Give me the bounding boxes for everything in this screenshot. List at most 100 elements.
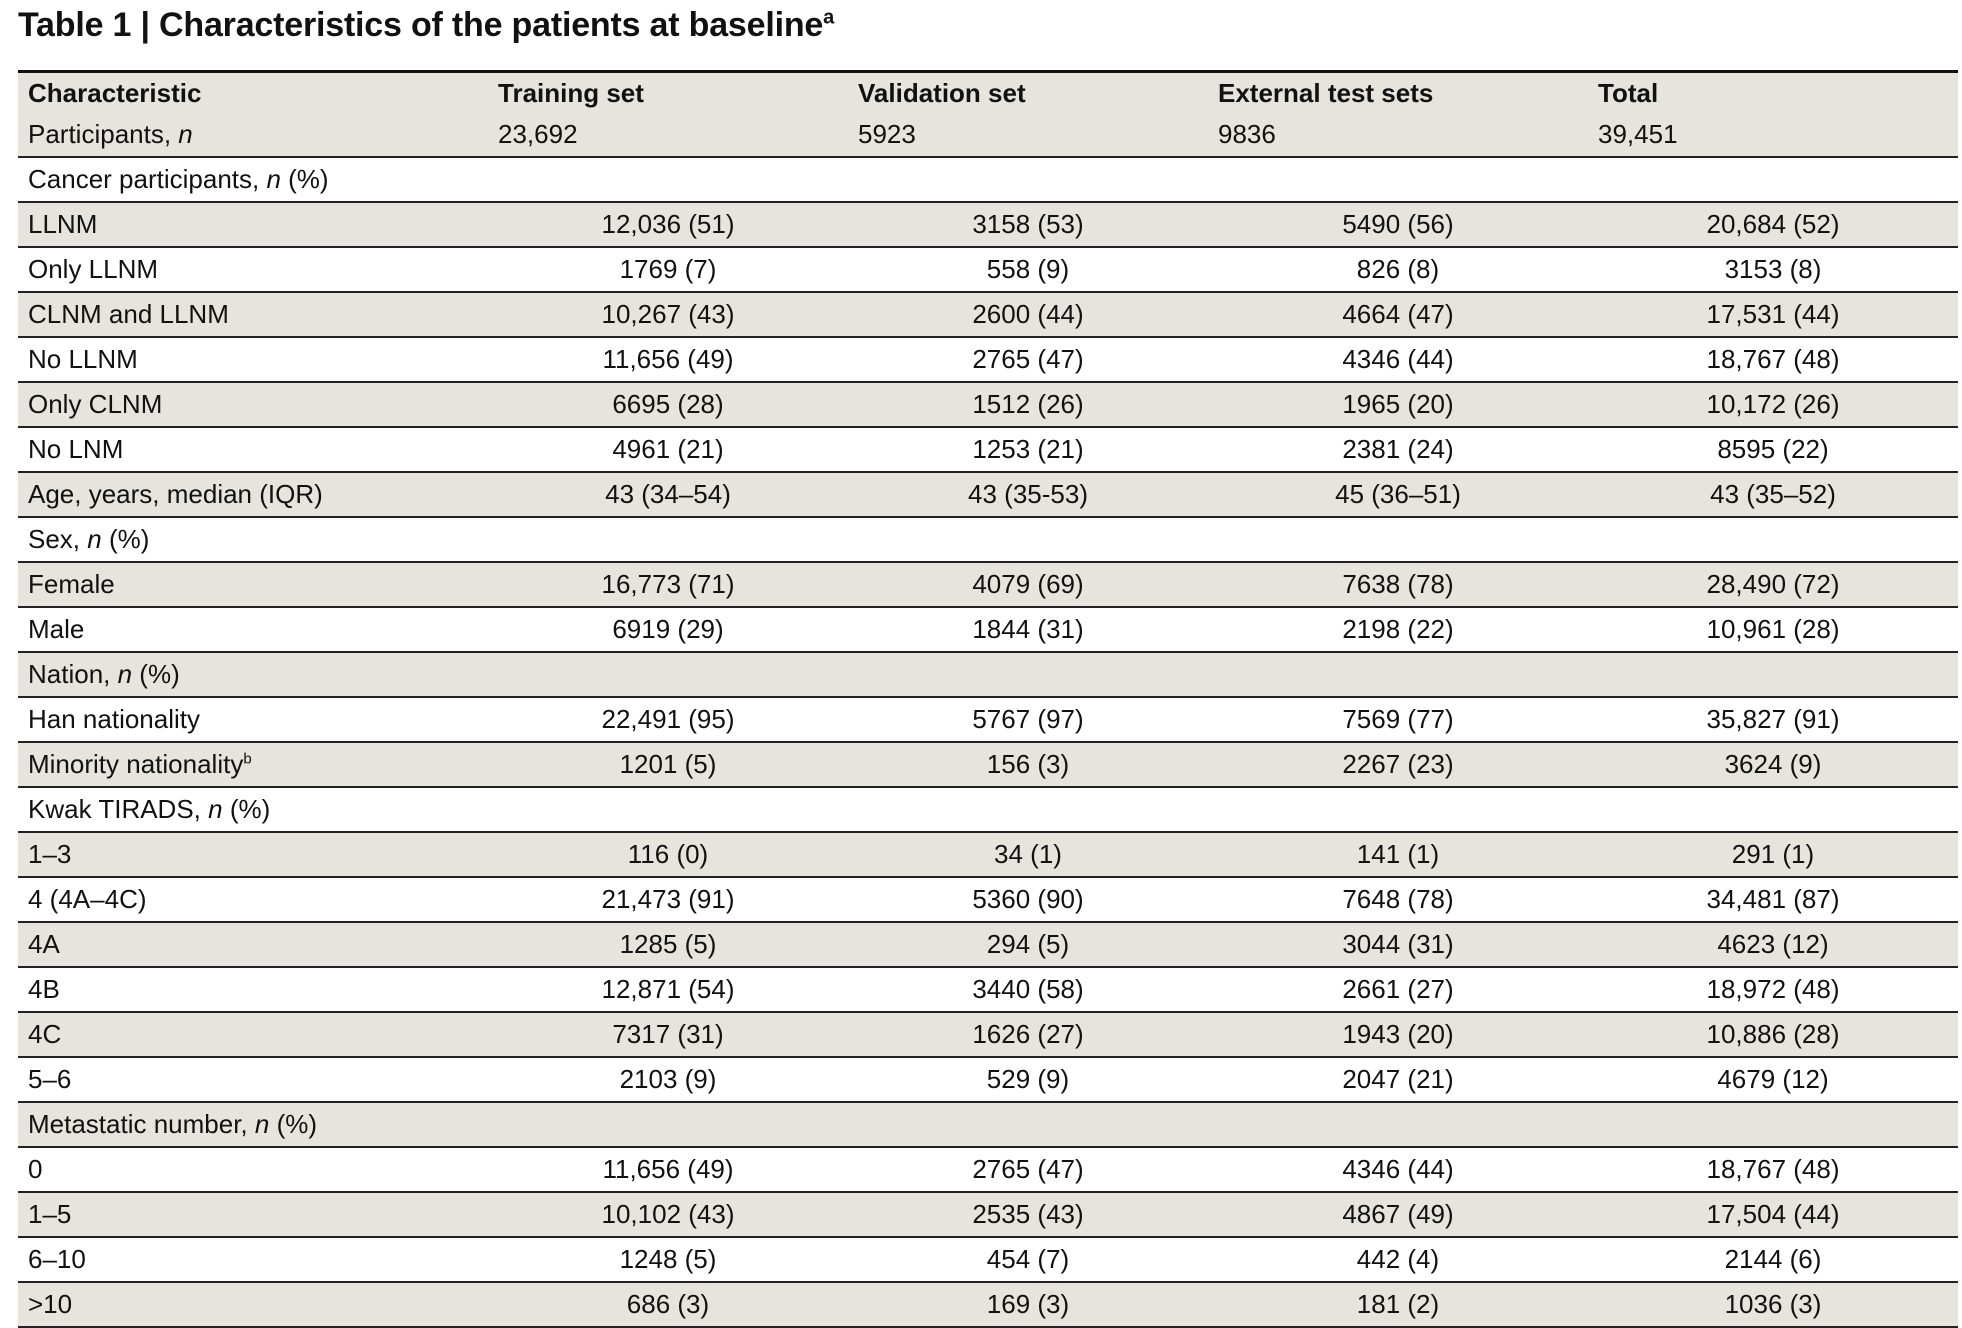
table-cell: 2144 (6) (1588, 1236, 1958, 1282)
cell-value: 43 (35-53) (968, 479, 1088, 509)
table-cell: 2600 (44) (848, 291, 1208, 337)
row-label-text: Cancer participants, (28, 164, 267, 194)
cell-value: 169 (3) (986, 1289, 1070, 1319)
cell-value: 17,531 (44) (1706, 299, 1840, 329)
row-label-text: Participants, (28, 119, 179, 149)
table-cell: 20,684 (52) (1588, 201, 1958, 247)
cell-value: 28,490 (72) (1706, 569, 1840, 599)
table-cell (488, 516, 848, 562)
row-label-italic: n (117, 659, 133, 689)
cell-value: 4623 (12) (1717, 929, 1829, 959)
table-cell: 826 (8) (1208, 246, 1588, 292)
table-cell: 2103 (9) (488, 1056, 848, 1102)
table-row: Age, years, median (IQR) 43 (34–54) 43 (35… (18, 471, 1958, 517)
cell-value: 181 (2) (1356, 1289, 1440, 1319)
row-label-text: 4 (4A–4C) (28, 884, 147, 914)
cell-value: 1253 (21) (972, 434, 1084, 464)
table-cell: 2381 (24) (1208, 426, 1588, 472)
table-row: Only CLNM 6695 (28) 1512 (26) 1965 (20) 10,1… (18, 381, 1958, 427)
cell-value: 3153 (8) (1724, 254, 1822, 284)
table-cell: 116 (0) (488, 831, 848, 877)
table-cell: 2047 (21) (1208, 1056, 1588, 1102)
row-label: Kwak TIRADS, n (%) (18, 786, 488, 832)
table-cell (1588, 786, 1958, 832)
cell-value: 3044 (31) (1342, 929, 1454, 959)
table-row: Han nationality 22,491 (95) 5767 (97) 7569 … (18, 696, 1958, 742)
table-cell: 43 (35-53) (848, 471, 1208, 517)
table-cell (1208, 1101, 1588, 1147)
table-cell: 686 (3) (488, 1281, 848, 1328)
table-cell: 1036 (3) (1588, 1281, 1958, 1328)
table-cell: 4679 (12) (1588, 1056, 1958, 1102)
table-row: Kwak TIRADS, n (%) (18, 786, 1958, 832)
table-cell: 294 (5) (848, 921, 1208, 967)
table-title: Table 1 | Characteristics of the patient… (18, 6, 835, 44)
row-label-text: CLNM and LLNM (28, 299, 229, 329)
table-cell (1208, 651, 1588, 697)
row-label-text: >10 (28, 1289, 73, 1319)
row-label-suffix: (%) (101, 524, 150, 554)
table-cell: 5923 (848, 113, 1208, 157)
table-cell (1588, 156, 1958, 202)
table-cell: 6919 (29) (488, 606, 848, 652)
table-row: Cancer participants, n (%) (18, 156, 1958, 202)
column-header: Training set (488, 70, 848, 113)
cell-value: 2381 (24) (1342, 434, 1454, 464)
table-cell: 4346 (44) (1208, 1146, 1588, 1192)
cell-value: 294 (5) (986, 929, 1070, 959)
table-cell: 22,491 (95) (488, 696, 848, 742)
table-row: Only LLNM 1769 (7) 558 (9) 826 (8) 3153 (8) (18, 246, 1958, 292)
table-row: Male 6919 (29) 1844 (31) 2198 (22) 10,961 (2… (18, 606, 1958, 652)
cell-value: 4679 (12) (1717, 1064, 1829, 1094)
table-row: No LLNM 11,656 (49) 2765 (47) 4346 (44) 18,7… (18, 336, 1958, 382)
table-row: 0 11,656 (49) 2765 (47) 4346 (44) 18,767 (48… (18, 1146, 1958, 1192)
table-cell: 2765 (47) (848, 1146, 1208, 1192)
cell-value: 35,827 (91) (1706, 704, 1840, 734)
row-label: Female (18, 561, 488, 607)
cell-value: 4664 (47) (1342, 299, 1454, 329)
row-label-italic: n (208, 794, 223, 824)
row-footnote: b (243, 750, 252, 768)
table-cell: 181 (2) (1208, 1281, 1588, 1328)
row-label-text: 4C (28, 1019, 62, 1049)
table-cell: 17,531 (44) (1588, 291, 1958, 337)
cell-value: 34 (1) (994, 839, 1062, 869)
cell-value: 16,773 (71) (601, 569, 735, 599)
row-label-text: No LLNM (28, 344, 138, 374)
row-label: LLNM (18, 201, 488, 247)
table-cell: 34 (1) (848, 831, 1208, 877)
table-cell: 4961 (21) (488, 426, 848, 472)
table-cell: 23,692 (488, 113, 848, 157)
table-cell: 1626 (27) (848, 1011, 1208, 1057)
table-cell: 28,490 (72) (1588, 561, 1958, 607)
table-row: Minority nationalityb 1201 (5) 156 (3) 2267… (18, 741, 1958, 787)
cell-value: 21,473 (91) (601, 884, 735, 914)
cell-value: 5490 (56) (1342, 209, 1454, 239)
characteristics-table: Characteristic Training set Validation s… (18, 70, 1958, 1328)
cell-value: 2103 (9) (619, 1064, 717, 1094)
table-cell: 43 (34–54) (488, 471, 848, 517)
table-row: Participants, n 23,692 5923 9836 39,451 (18, 113, 1958, 157)
row-label-text: Female (28, 569, 115, 599)
row-label: 6–10 (18, 1236, 488, 1282)
cell-value: 1248 (5) (619, 1244, 717, 1274)
table-cell: 4867 (49) (1208, 1191, 1588, 1237)
table-cell: 529 (9) (848, 1056, 1208, 1102)
table-cell: 7638 (78) (1208, 561, 1588, 607)
row-label: Participants, n (18, 113, 488, 157)
table-cell: 6695 (28) (488, 381, 848, 427)
row-label-text: 5–6 (28, 1064, 72, 1094)
cell-value: 686 (3) (626, 1289, 710, 1319)
cell-value: 558 (9) (986, 254, 1070, 284)
table-cell (488, 651, 848, 697)
table-cell (1208, 156, 1588, 202)
row-label-italic: n (178, 119, 193, 149)
table-cell: 442 (4) (1208, 1236, 1588, 1282)
cell-value: 7638 (78) (1342, 569, 1454, 599)
cell-value: 11,656 (49) (602, 344, 734, 374)
table-cell: 18,972 (48) (1588, 966, 1958, 1012)
table-row: Metastatic number, n (%) (18, 1101, 1958, 1147)
row-label: 4C (18, 1011, 488, 1057)
cell-value: 1201 (5) (619, 749, 717, 779)
row-label-text: Only LLNM (28, 254, 159, 284)
